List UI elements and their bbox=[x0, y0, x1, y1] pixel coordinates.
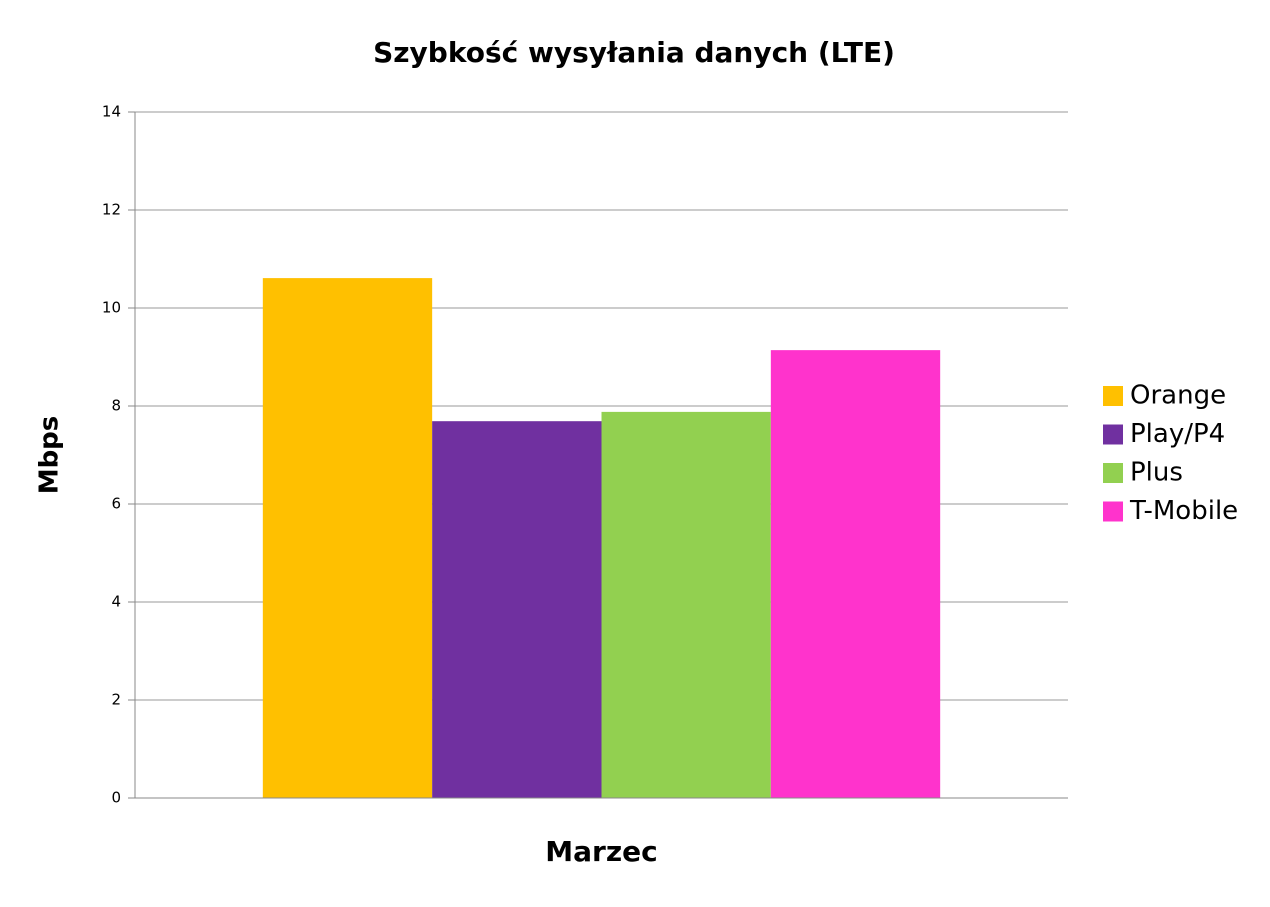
y-tick-label: 8 bbox=[111, 397, 121, 415]
bar bbox=[262, 278, 433, 798]
legend-swatch bbox=[1103, 386, 1123, 406]
y-tick-label: 2 bbox=[111, 691, 121, 709]
x-tick-label: Marzec bbox=[545, 835, 657, 868]
legend-swatch bbox=[1103, 501, 1123, 522]
legend-label: T-Mobile bbox=[1129, 496, 1238, 526]
bar bbox=[770, 350, 941, 798]
y-tick-label: 12 bbox=[102, 201, 121, 219]
legend-swatch bbox=[1103, 463, 1123, 483]
y-tick-label: 6 bbox=[111, 495, 121, 513]
y-axis-label: Mbps bbox=[35, 416, 65, 495]
legend-swatch bbox=[1103, 424, 1123, 445]
y-tick-label: 14 bbox=[102, 103, 121, 121]
bar bbox=[432, 421, 602, 798]
bar bbox=[601, 411, 771, 798]
legend-label: Plus bbox=[1130, 458, 1183, 488]
y-tick-label: 0 bbox=[111, 789, 121, 807]
chart-title: Szybkość wysyłania danych (LTE) bbox=[373, 36, 895, 69]
legend-label: Orange bbox=[1130, 381, 1226, 411]
y-tick-label: 4 bbox=[111, 593, 121, 611]
legend-label: Play/P4 bbox=[1130, 419, 1225, 449]
y-tick-label: 10 bbox=[102, 299, 121, 317]
